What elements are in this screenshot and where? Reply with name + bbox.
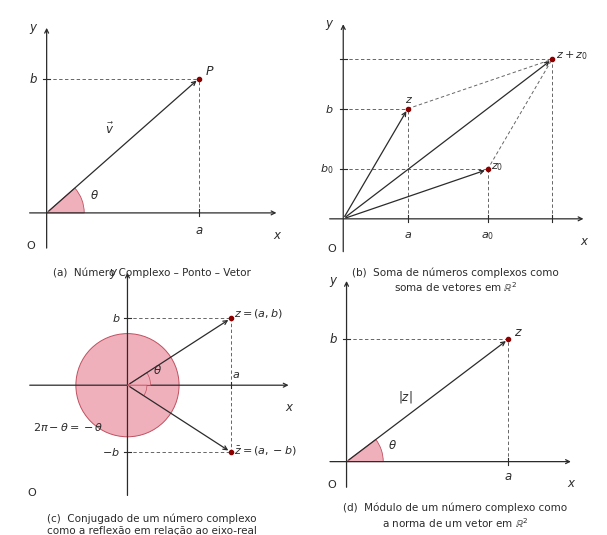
- Wedge shape: [127, 373, 151, 385]
- Text: $2\pi - \theta = -\theta$: $2\pi - \theta = -\theta$: [33, 421, 104, 433]
- Text: $a$: $a$: [504, 470, 512, 483]
- Text: x: x: [273, 229, 280, 242]
- Text: $b$: $b$: [112, 312, 120, 324]
- Text: O: O: [327, 244, 336, 255]
- Text: $z_0$: $z_0$: [491, 160, 504, 172]
- Text: (b)  Soma de números complexos como
soma de vetores em $\mathbb{R}^2$: (b) Soma de números complexos como soma …: [352, 268, 558, 294]
- Wedge shape: [47, 188, 84, 213]
- Text: x: x: [568, 477, 575, 490]
- Wedge shape: [127, 385, 147, 396]
- Text: $a$: $a$: [232, 370, 240, 380]
- Text: O: O: [27, 488, 36, 498]
- Text: $a_0$: $a_0$: [481, 230, 494, 242]
- Text: (c)  Conjugado de um número complexo
como a reflexão em relação ao eixo-real: (c) Conjugado de um número complexo como…: [47, 514, 257, 535]
- Text: (d)  Módulo de um número complexo como
a norma de um vetor em $\mathbb{R}^2$: (d) Módulo de um número complexo como a …: [343, 503, 568, 530]
- Text: $z = (a, b)$: $z = (a, b)$: [234, 307, 283, 319]
- Text: y: y: [326, 17, 333, 30]
- Text: $b$: $b$: [329, 332, 338, 346]
- Text: $-b$: $-b$: [103, 446, 120, 458]
- Text: $P$: $P$: [205, 65, 214, 78]
- Text: $\vec{v}$: $\vec{v}$: [105, 122, 114, 137]
- Text: $z$: $z$: [405, 95, 413, 105]
- Text: x: x: [580, 235, 587, 248]
- Text: $b$: $b$: [325, 103, 333, 114]
- Text: $\theta$: $\theta$: [153, 364, 162, 377]
- Text: $\theta$: $\theta$: [90, 189, 98, 202]
- Text: O: O: [27, 241, 36, 251]
- Wedge shape: [347, 439, 383, 462]
- Text: $|z|$: $|z|$: [398, 389, 413, 405]
- Text: $\bar{z} = (a, -b)$: $\bar{z} = (a, -b)$: [234, 445, 297, 458]
- Text: (a)  Número Complexo – Ponto – Vetor: (a) Número Complexo – Ponto – Vetor: [53, 268, 251, 278]
- Text: $z + z_0$: $z + z_0$: [556, 50, 588, 63]
- Text: x: x: [285, 401, 292, 414]
- Text: $a$: $a$: [194, 224, 203, 236]
- Text: $z$: $z$: [514, 326, 523, 339]
- Text: $b_0$: $b_0$: [320, 163, 333, 177]
- Text: y: y: [110, 266, 117, 279]
- Text: $\theta$: $\theta$: [388, 439, 398, 453]
- Text: $b$: $b$: [29, 72, 38, 86]
- Text: y: y: [30, 21, 36, 34]
- Circle shape: [76, 334, 179, 437]
- Text: y: y: [330, 274, 337, 287]
- Text: $a$: $a$: [404, 230, 412, 240]
- Text: O: O: [327, 480, 336, 490]
